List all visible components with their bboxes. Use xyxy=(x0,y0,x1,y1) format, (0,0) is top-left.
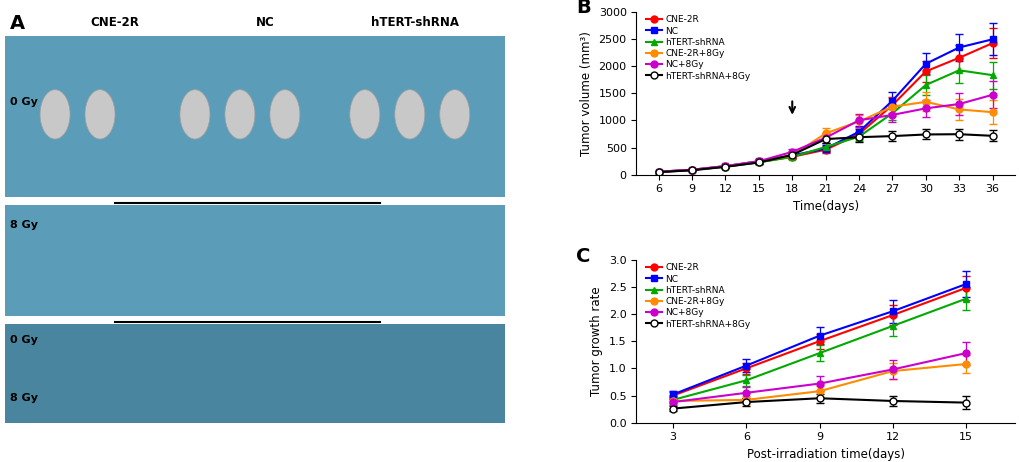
Ellipse shape xyxy=(350,90,379,139)
X-axis label: Post-irradiation time(days): Post-irradiation time(days) xyxy=(746,448,904,461)
Ellipse shape xyxy=(40,90,70,139)
Text: hTERT-shRNA: hTERT-shRNA xyxy=(371,16,459,29)
FancyBboxPatch shape xyxy=(5,36,504,197)
Text: 0 Gy: 0 Gy xyxy=(10,335,38,346)
FancyBboxPatch shape xyxy=(5,324,504,423)
Y-axis label: Tumor growth rate: Tumor growth rate xyxy=(590,286,603,396)
Text: B: B xyxy=(576,0,590,18)
Ellipse shape xyxy=(179,90,210,139)
Text: C: C xyxy=(576,247,590,266)
Ellipse shape xyxy=(85,90,115,139)
Text: A: A xyxy=(10,13,25,33)
Text: NC: NC xyxy=(256,16,274,29)
FancyBboxPatch shape xyxy=(5,205,504,316)
Legend: CNE-2R, NC, hTERT-shRNA, CNE-2R+8Gy, NC+8Gy, hTERT-shRNA+8Gy: CNE-2R, NC, hTERT-shRNA, CNE-2R+8Gy, NC+… xyxy=(644,14,751,81)
Text: 0 Gy: 0 Gy xyxy=(10,97,38,107)
Legend: CNE-2R, NC, hTERT-shRNA, CNE-2R+8Gy, NC+8Gy, hTERT-shRNA+8Gy: CNE-2R, NC, hTERT-shRNA, CNE-2R+8Gy, NC+… xyxy=(644,262,751,329)
Ellipse shape xyxy=(439,90,470,139)
Ellipse shape xyxy=(225,90,255,139)
Text: 8 Gy: 8 Gy xyxy=(10,220,38,231)
Ellipse shape xyxy=(394,90,424,139)
Text: 8 Gy: 8 Gy xyxy=(10,393,38,403)
Ellipse shape xyxy=(270,90,300,139)
Text: CNE-2R: CNE-2R xyxy=(91,16,140,29)
Y-axis label: Tumor volume (mm³): Tumor volume (mm³) xyxy=(580,30,592,156)
X-axis label: Time(days): Time(days) xyxy=(792,200,858,213)
